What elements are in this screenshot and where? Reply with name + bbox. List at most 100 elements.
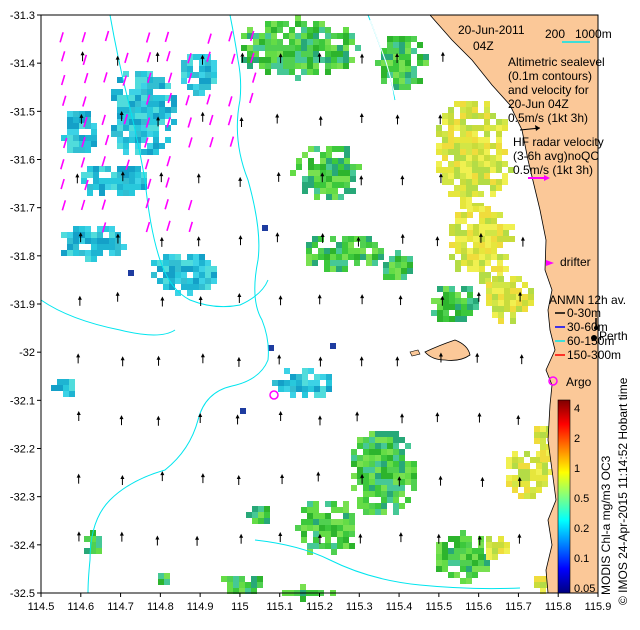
- chl-pixel: [467, 236, 473, 242]
- chl-pixel: [205, 278, 211, 284]
- chl-pixel: [350, 164, 356, 170]
- chl-pixel: [357, 497, 363, 503]
- chl-pixel: [460, 125, 466, 131]
- chl-pixel: [534, 426, 540, 432]
- chl-pixel: [103, 226, 109, 232]
- chl-pixel: [466, 542, 472, 548]
- chl-pixel: [115, 244, 121, 250]
- chl-pixel: [479, 248, 485, 254]
- chl-pixel: [111, 178, 117, 184]
- chl-pixel: [251, 588, 257, 594]
- chl-pixel: [153, 119, 159, 125]
- chl-pixel: [381, 479, 387, 485]
- chl-pixel: [325, 51, 331, 57]
- chl-pixel: [313, 513, 319, 519]
- chl-pixel: [496, 185, 502, 191]
- chl-pixel: [199, 278, 205, 284]
- chl-pixel: [308, 170, 314, 176]
- chl-pixel: [121, 244, 127, 250]
- chl-pixel: [485, 242, 491, 248]
- chl-pixel: [369, 479, 375, 485]
- chl-pixel: [307, 27, 313, 33]
- chl-pixel: [325, 519, 331, 525]
- chl-pixel: [363, 497, 369, 503]
- chl-pixel: [239, 588, 245, 594]
- y-tick-label: -32: [19, 347, 35, 359]
- chl-pixel: [497, 272, 503, 278]
- hf-arrow: [165, 177, 170, 188]
- chl-pixel: [454, 119, 460, 125]
- chl-pixel: [247, 63, 253, 69]
- chl-pixel: [165, 113, 171, 119]
- chl-pixel: [448, 179, 454, 185]
- chl-pixel: [91, 135, 97, 141]
- chl-pixel: [467, 260, 473, 266]
- chl-pixel: [147, 143, 153, 149]
- chl-pixel: [349, 39, 355, 45]
- chl-pixel: [366, 254, 372, 260]
- hf-arrow: [61, 200, 67, 211]
- x-tick-label: 115.4: [386, 601, 413, 613]
- chl-pixel: [301, 63, 307, 69]
- chl-pixel: [295, 525, 301, 531]
- altimetry-arrowhead: [440, 295, 445, 300]
- chl-pixel: [467, 206, 473, 212]
- chl-pixel: [460, 554, 466, 560]
- chl-pixel: [399, 54, 405, 60]
- colorbar-tick-label: 1: [574, 463, 580, 475]
- hf-arrow: [62, 137, 68, 149]
- chl-pixel: [123, 107, 129, 113]
- chl-pixel: [478, 167, 484, 173]
- chl-pixel: [123, 143, 129, 149]
- chl-pixel: [490, 161, 496, 167]
- chl-pixel: [308, 176, 314, 182]
- chl-pixel: [87, 172, 93, 178]
- chl-pixel: [73, 238, 79, 244]
- chl-pixel: [491, 236, 497, 242]
- x-tick-label: 115.9: [585, 601, 612, 613]
- chl-pixel: [67, 117, 73, 123]
- chl-pixel: [405, 42, 411, 48]
- chl-pixel: [129, 101, 135, 107]
- chl-pixel: [393, 72, 399, 78]
- chl-pixel: [387, 449, 393, 455]
- chl-pixel: [399, 60, 405, 66]
- chl-pixel: [252, 512, 258, 518]
- chl-pixel: [153, 101, 159, 107]
- chl-pixel: [332, 182, 338, 188]
- chl-pixel: [79, 123, 85, 129]
- chl-pixel: [472, 554, 478, 560]
- chl-pixel: [117, 172, 123, 178]
- chl-pixel: [264, 518, 270, 524]
- chl-pixel: [448, 161, 454, 167]
- altimetry-arrowhead: [156, 415, 161, 420]
- chl-pixel: [278, 386, 284, 392]
- chl-pixel: [153, 149, 159, 155]
- chl-pixel: [319, 519, 325, 525]
- altimetry-arrowhead: [120, 475, 125, 480]
- chl-pixel: [141, 101, 147, 107]
- altimetry-arrowhead: [476, 291, 481, 296]
- chl-pixel: [331, 519, 337, 525]
- altimetry-arrowhead: [320, 232, 325, 237]
- chl-pixel: [369, 503, 375, 509]
- altimetry-arrowhead: [115, 233, 120, 238]
- chl-pixel: [117, 95, 123, 101]
- altimetry-arrowhead: [76, 411, 81, 416]
- altimetry-legend: Altimetric sealevel (0.1m contours) and …: [508, 55, 605, 131]
- chl-pixel: [135, 178, 141, 184]
- chl-pixel: [466, 143, 472, 149]
- chl-pixel: [169, 278, 175, 284]
- hf-arrow: [146, 51, 152, 63]
- chl-pixel: [87, 166, 93, 172]
- chl-pixel: [485, 248, 491, 254]
- chl-pixel: [510, 276, 516, 282]
- chl-pixel: [96, 536, 102, 542]
- chl-pixel: [271, 63, 277, 69]
- chl-pixel: [498, 536, 504, 542]
- chl-pixel: [484, 131, 490, 137]
- altimetry-arrowhead: [76, 473, 81, 478]
- altimetry-arrowhead: [238, 235, 243, 240]
- altimetry-arrowhead: [400, 233, 405, 238]
- chl-pixel: [448, 137, 454, 143]
